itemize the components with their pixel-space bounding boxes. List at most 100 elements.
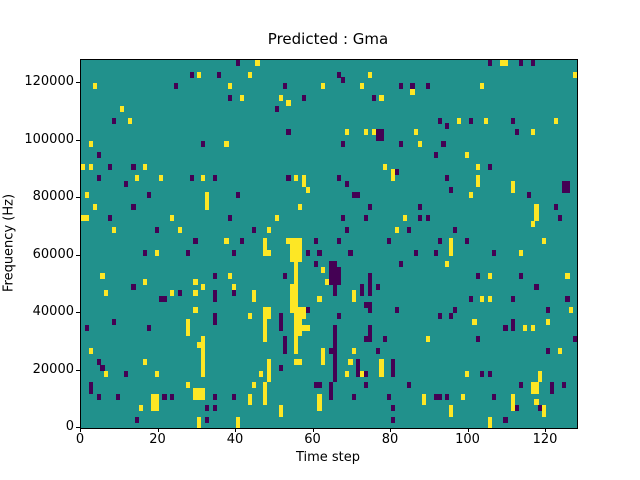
heatmap-cell bbox=[352, 295, 357, 302]
heatmap-cell bbox=[414, 249, 419, 256]
heatmap-cell bbox=[263, 249, 268, 256]
heatmap-cell bbox=[515, 129, 520, 136]
heatmap-cell bbox=[375, 134, 380, 141]
heatmap-cell bbox=[96, 359, 101, 366]
heatmap-cell bbox=[433, 393, 438, 400]
x-tick-label: 100 bbox=[455, 432, 480, 447]
heatmap-cell bbox=[228, 215, 233, 222]
heatmap-cell bbox=[487, 60, 493, 67]
heatmap-cell bbox=[115, 393, 121, 400]
heatmap-cell bbox=[224, 238, 229, 245]
heatmap-cell bbox=[332, 341, 338, 348]
heatmap-cell bbox=[313, 238, 318, 245]
heatmap-cell bbox=[391, 175, 396, 182]
heatmap-cell bbox=[294, 290, 299, 297]
heatmap-cell bbox=[232, 393, 237, 400]
heatmap-cell bbox=[294, 255, 299, 262]
heatmap-cell bbox=[170, 215, 175, 222]
heatmap-cell bbox=[131, 163, 136, 170]
heatmap-cell bbox=[154, 399, 159, 406]
heatmap-cell bbox=[286, 100, 291, 107]
heatmap-cell bbox=[212, 318, 217, 325]
heatmap-cell bbox=[201, 387, 206, 394]
heatmap-cell bbox=[468, 117, 473, 124]
heatmap-cell bbox=[112, 318, 117, 325]
heatmap-cell bbox=[437, 393, 442, 400]
heatmap-cell bbox=[391, 370, 396, 377]
heatmap-cell bbox=[282, 341, 287, 348]
heatmap-cell bbox=[336, 175, 341, 182]
heatmap-cell bbox=[546, 307, 551, 314]
heatmap-cell bbox=[464, 152, 469, 159]
heatmap-cell bbox=[410, 83, 415, 90]
heatmap-cell bbox=[534, 399, 539, 406]
heatmap-cell bbox=[375, 284, 380, 291]
heatmap-cell bbox=[480, 295, 485, 302]
heatmap-cell bbox=[379, 364, 384, 371]
heatmap-cell bbox=[92, 83, 97, 90]
heatmap-cell bbox=[394, 307, 400, 314]
heatmap-cell bbox=[247, 393, 252, 400]
heatmap-cell bbox=[398, 140, 403, 147]
y-tick-label: 20000 bbox=[32, 361, 74, 377]
heatmap-cell bbox=[212, 313, 217, 320]
heatmap-cell bbox=[491, 249, 496, 256]
heatmap-cell bbox=[162, 295, 167, 302]
heatmap-cell bbox=[185, 330, 190, 337]
heatmap-cell bbox=[294, 301, 299, 308]
heatmap-cell bbox=[232, 290, 237, 297]
heatmap-cell bbox=[476, 272, 481, 279]
heatmap-cell bbox=[301, 180, 307, 187]
heatmap-cell bbox=[557, 347, 562, 354]
heatmap-cell bbox=[363, 129, 369, 136]
y-tick-label: 60000 bbox=[32, 246, 74, 262]
heatmap-cell bbox=[441, 140, 446, 147]
heatmap-cell bbox=[298, 359, 303, 366]
heatmap-cell bbox=[565, 180, 570, 187]
heatmap-cell bbox=[84, 192, 90, 199]
heatmap-cell bbox=[298, 255, 303, 262]
heatmap-cell bbox=[251, 290, 256, 297]
heatmap-cell bbox=[433, 249, 438, 256]
heatmap-cell bbox=[569, 307, 574, 314]
heatmap-cell bbox=[298, 313, 303, 320]
heatmap-cell bbox=[290, 255, 295, 262]
heatmap-cell bbox=[449, 249, 454, 256]
heatmap-cell bbox=[143, 249, 148, 256]
heatmap-cell bbox=[247, 313, 252, 320]
heatmap-cell bbox=[329, 272, 334, 279]
x-tick-mark bbox=[235, 428, 236, 432]
heatmap-cell bbox=[278, 410, 283, 417]
heatmap-cell bbox=[336, 278, 341, 285]
heatmap-cell bbox=[278, 94, 283, 101]
heatmap-cell bbox=[290, 249, 295, 256]
heatmap-cell bbox=[534, 284, 539, 291]
heatmap-cell bbox=[263, 318, 268, 325]
heatmap-cell bbox=[305, 249, 310, 256]
heatmap-cell bbox=[336, 313, 341, 320]
heatmap-cell bbox=[267, 359, 272, 366]
heatmap-cell bbox=[367, 307, 372, 314]
heatmap-cell bbox=[294, 313, 299, 320]
x-tick-label: 60 bbox=[304, 432, 321, 447]
heatmap-cell bbox=[449, 410, 454, 417]
heatmap-cell bbox=[383, 163, 388, 170]
heatmap-cell bbox=[197, 341, 202, 348]
heatmap-cell bbox=[367, 336, 372, 343]
heatmap-cell bbox=[549, 382, 555, 389]
heatmap-cell bbox=[329, 393, 334, 400]
heatmap-cell bbox=[391, 359, 396, 366]
heatmap-cell bbox=[274, 215, 279, 222]
heatmap-cell bbox=[518, 382, 524, 389]
heatmap-cell bbox=[212, 290, 217, 297]
heatmap-cell bbox=[534, 203, 539, 210]
x-tick-mark bbox=[545, 428, 546, 432]
heatmap-cell bbox=[146, 324, 152, 331]
heatmap-cell bbox=[375, 347, 380, 354]
heatmap-cell bbox=[449, 405, 454, 412]
x-tick-label: 20 bbox=[149, 432, 166, 447]
x-tick-label: 0 bbox=[75, 432, 85, 447]
heatmap-cell bbox=[503, 324, 508, 331]
heatmap-cell bbox=[131, 284, 136, 291]
heatmap-cell bbox=[154, 370, 159, 377]
